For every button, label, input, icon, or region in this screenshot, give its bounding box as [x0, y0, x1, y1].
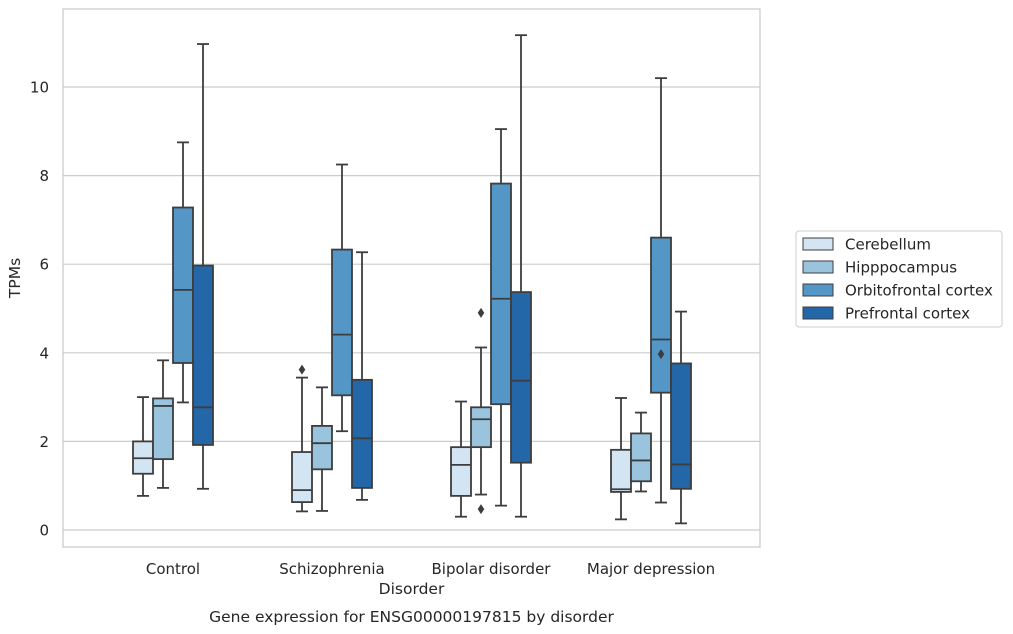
y-tick-label: 10 [30, 79, 49, 97]
outlier-point [657, 349, 665, 360]
box-2-1 [331, 163, 353, 433]
box-body [610, 448, 632, 493]
chart-caption: Gene expression for ENSG00000197815 by d… [209, 608, 614, 626]
x-tick-label: Schizophrenia [279, 560, 384, 578]
box-0-3 [610, 397, 632, 521]
legend-label: Prefrontal cortex [845, 305, 970, 323]
y-tick-label: 6 [39, 256, 49, 274]
legend-label: Hipppocampus [845, 259, 957, 277]
y-tick-label: 8 [39, 167, 49, 185]
box-body [490, 182, 512, 406]
box-body [331, 248, 353, 397]
outlier-point [298, 364, 306, 375]
outlier-point [477, 504, 485, 515]
box-2-3 [650, 77, 672, 504]
legend-swatch [802, 260, 834, 274]
box-body [650, 236, 672, 394]
box-0-0 [132, 396, 154, 497]
y-axis-label: TPMs [6, 258, 24, 299]
legend-item: Hipppocampus [802, 259, 957, 277]
box-body [152, 397, 174, 461]
box-1-3 [630, 411, 652, 493]
box-body [470, 406, 492, 449]
box-3-0 [192, 43, 214, 490]
legend-item: Orbitofrontal cortex [802, 282, 993, 300]
box-body [670, 362, 692, 490]
box-3-1 [351, 251, 373, 501]
outlier-point [477, 307, 485, 318]
legend-item: Cerebellum [802, 236, 931, 254]
legend: Cerebellum Hipppocampus Orbitofrontal cort… [795, 230, 1003, 328]
box-0-2 [450, 400, 472, 518]
box-body [510, 291, 532, 464]
legend-swatch [802, 237, 834, 251]
box-body [351, 378, 373, 489]
legend-item: Prefrontal cortex [802, 305, 970, 323]
box-body [192, 264, 214, 446]
box-body [291, 451, 313, 503]
x-tick-label: Bipolar disorder [432, 560, 552, 578]
box-body [172, 206, 194, 364]
legend-swatch [802, 283, 834, 297]
box-body [311, 424, 333, 471]
x-tick-label: Control [146, 560, 200, 578]
box-0-1 [291, 364, 313, 513]
box-1-1 [311, 386, 333, 512]
y-tick-label: 4 [39, 344, 49, 362]
y-tick-label: 2 [39, 433, 49, 451]
plot-frame [62, 8, 761, 548]
box-2-2 [490, 128, 512, 507]
x-axis-label: Disorder [379, 580, 445, 598]
box-3-3 [670, 310, 692, 525]
legend-swatch [802, 306, 834, 320]
box-2-0 [172, 141, 194, 404]
box-1-2 [470, 307, 492, 515]
box-1-0 [152, 359, 174, 489]
legend-label: Orbitofrontal cortex [845, 282, 993, 300]
box-body [630, 432, 652, 483]
box-body [450, 446, 472, 497]
y-tick-label: 0 [39, 522, 49, 540]
boxes [132, 34, 692, 525]
x-tick-label: Major depression [587, 560, 715, 578]
legend-label: Cerebellum [845, 236, 931, 254]
legend-frame [795, 230, 1003, 328]
y-tick-labels: 0 2 4 6 8 10 [30, 79, 49, 540]
x-tick-labels: Control Schizophrenia Bipolar disorder Majo… [146, 560, 715, 578]
box-3-2 [510, 34, 532, 518]
